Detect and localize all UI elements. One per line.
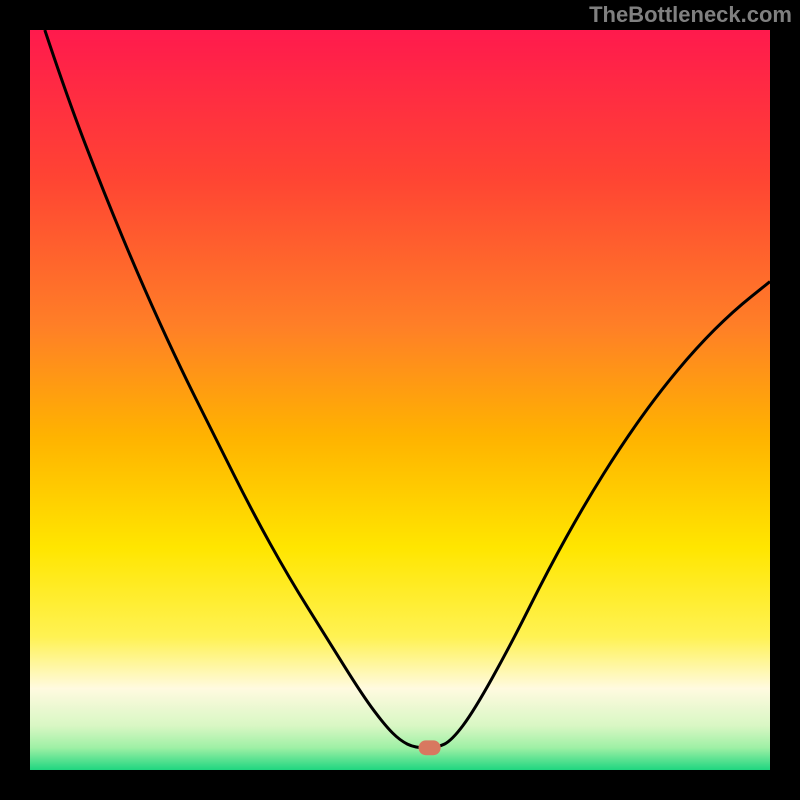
optimal-marker xyxy=(419,740,441,755)
chart-container: TheBottleneck.com xyxy=(0,0,800,800)
watermark-text: TheBottleneck.com xyxy=(589,2,792,28)
curve-svg xyxy=(30,30,770,770)
plot-area xyxy=(30,30,770,770)
bottleneck-curve xyxy=(45,30,770,748)
